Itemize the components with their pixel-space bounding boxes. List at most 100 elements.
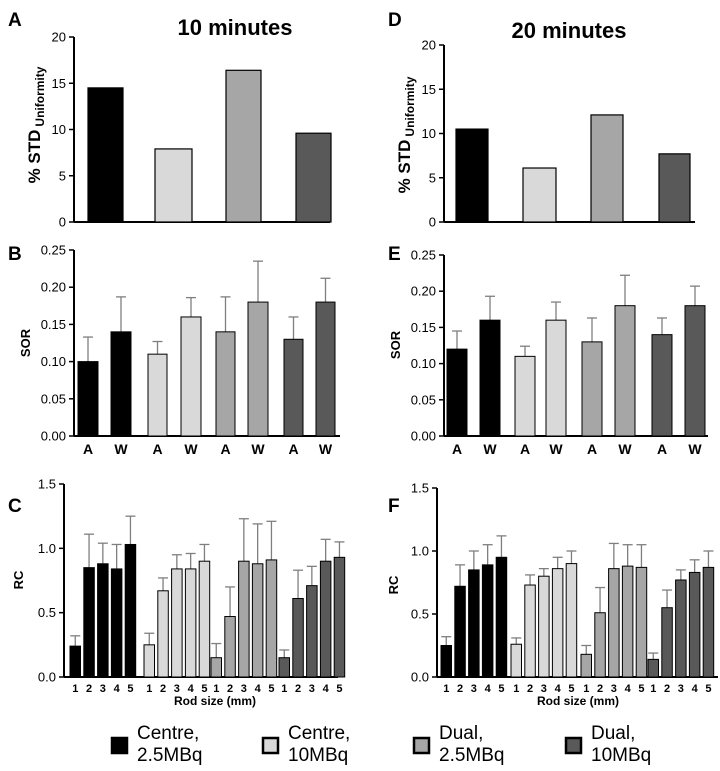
x-tick-label: 2 [664, 683, 670, 695]
x-tick-label: A [152, 441, 162, 457]
bar [224, 616, 236, 678]
y-axis-label-main: % STD [395, 140, 414, 194]
x-tick-label: 2 [86, 683, 92, 695]
x-tick-label: 3 [471, 683, 477, 695]
bar [514, 355, 536, 437]
x-tick-label: 4 [625, 683, 632, 695]
bar [210, 657, 222, 678]
bar [565, 563, 578, 678]
x-tick-label: 5 [201, 683, 207, 695]
bar [77, 361, 99, 437]
bar [440, 645, 452, 678]
y-tick-label: 15 [422, 82, 436, 97]
x-axis-label: Rod size (mm) [537, 694, 619, 708]
y-axis-label: SOR [388, 330, 403, 359]
legend-label-line1: Centre, [288, 723, 350, 744]
bar [635, 566, 648, 678]
panel-label: A [8, 10, 22, 31]
x-tick-label: 5 [127, 683, 133, 695]
legend-label-line2: 2.5MBq [137, 745, 202, 766]
legend-swatch [110, 736, 129, 755]
x-tick-label: W [688, 441, 702, 457]
bar [306, 585, 318, 678]
x-tick-label: A [83, 441, 93, 457]
y-tick-label: 0.05 [41, 391, 66, 406]
y-tick-label: 0.05 [411, 392, 436, 407]
x-tick-label: 5 [705, 683, 711, 695]
x-tick-label: 5 [268, 683, 274, 695]
x-tick-label: 4 [255, 683, 262, 695]
legend-label-line2: 2.5MBq [439, 745, 504, 766]
bar [545, 319, 567, 437]
panel-label: D [388, 10, 402, 31]
x-tick-label: A [657, 441, 667, 457]
bar [580, 653, 592, 678]
chart-title: 10 minutes [178, 15, 293, 40]
y-tick-label: 1.5 [38, 477, 56, 492]
y-tick-label: 0.20 [41, 280, 66, 295]
x-tick-label: 3 [611, 683, 617, 695]
legend: Centre,2.5MBqCentre,10MBqDual,2.5MBqDual… [110, 723, 651, 766]
x-tick-label: 1 [72, 683, 78, 695]
bar [647, 658, 659, 678]
bar [315, 301, 336, 437]
x-tick-label: W [114, 441, 128, 457]
x-tick-label: 3 [241, 683, 247, 695]
x-tick-label: 1 [513, 683, 519, 695]
y-tick-label: 20 [422, 38, 436, 53]
y-tick-label: 0.00 [411, 429, 436, 444]
x-tick-label: 4 [692, 683, 699, 695]
bar [171, 568, 183, 678]
bar [295, 132, 332, 223]
bar [184, 568, 197, 678]
y-tick-label: 20 [52, 30, 66, 45]
x-tick-label: W [618, 441, 632, 457]
x-axis-label: Rod size (mm) [174, 694, 256, 708]
y-tick-label: 10 [422, 126, 436, 141]
legend-label-line1: Dual, [591, 723, 635, 744]
bar [479, 319, 501, 437]
x-tick-label: 5 [498, 683, 504, 695]
x-tick-label: 2 [227, 683, 233, 695]
bar [215, 331, 236, 437]
y-tick-label: 1.0 [38, 541, 56, 556]
bar [83, 567, 95, 678]
bar [684, 305, 706, 437]
legend-swatch [261, 736, 280, 755]
x-tick-label: W [483, 441, 497, 457]
bar [538, 575, 550, 678]
y-tick-label: 0 [59, 215, 66, 230]
x-tick-label: 4 [555, 683, 562, 695]
x-tick-label: 4 [485, 683, 492, 695]
legend-label-line2: 10MBq [591, 745, 651, 766]
legend-label-line1: Centre, [137, 723, 199, 744]
y-axis-label-subscript: Uniformity [33, 66, 47, 126]
y-tick-label: 0.10 [41, 354, 66, 369]
bar [522, 167, 557, 223]
bar [333, 556, 346, 678]
bar [658, 153, 691, 223]
bar [455, 128, 489, 223]
x-tick-label: W [251, 441, 265, 457]
panel-label: E [388, 244, 401, 265]
x-tick-label: 2 [527, 683, 533, 695]
y-tick-label: 1.5 [411, 481, 429, 496]
bar [292, 598, 304, 678]
x-tick-label: 3 [309, 683, 315, 695]
bar [154, 148, 193, 223]
bar [110, 568, 123, 678]
bar [614, 305, 636, 437]
y-tick-label: 0.0 [38, 670, 56, 685]
y-tick-label: 5 [59, 168, 66, 183]
bar [251, 563, 264, 678]
panel-b: B 0.00 0.05 0.10 0.15 0.20 0.25 SOR A W A W A W A W [8, 243, 340, 457]
bar [454, 585, 466, 678]
x-tick-label: 2 [457, 683, 463, 695]
y-tick-label: 0.15 [411, 320, 436, 335]
x-tick-label: 1 [213, 683, 219, 695]
y-tick-label: 0.20 [411, 284, 436, 299]
x-tick-label: 1 [146, 683, 152, 695]
bar [661, 607, 673, 678]
x-tick-label: 3 [174, 683, 180, 695]
